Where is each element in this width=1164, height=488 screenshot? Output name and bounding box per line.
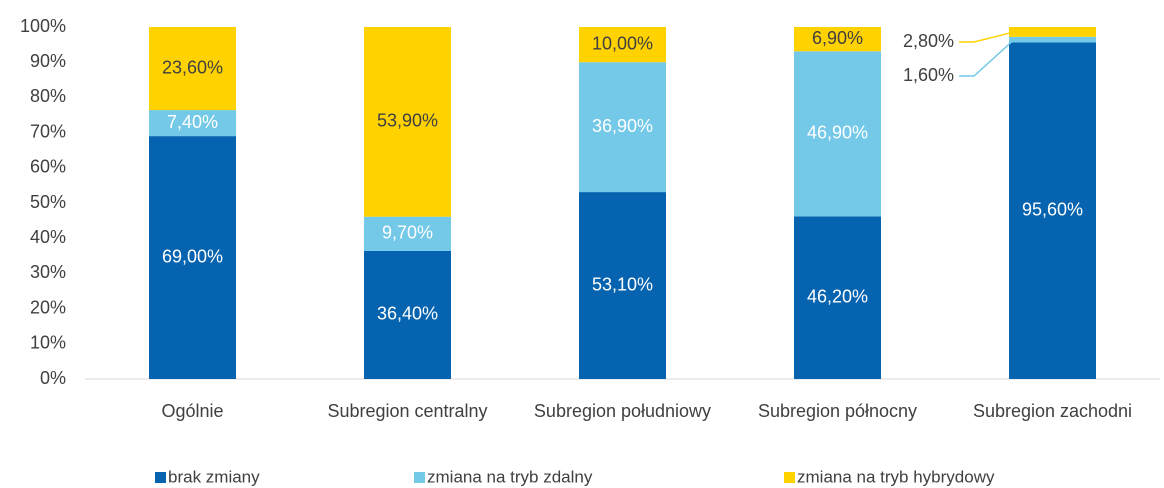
data-label: 9,70% bbox=[382, 223, 433, 243]
bar-segment bbox=[149, 110, 236, 137]
legend-swatch bbox=[155, 472, 166, 483]
data-label: 36,40% bbox=[377, 304, 438, 324]
data-label: 53,90% bbox=[377, 111, 438, 131]
bar-segment bbox=[149, 136, 236, 379]
y-tick-label: 30% bbox=[30, 262, 66, 282]
bar-segment bbox=[1009, 36, 1096, 43]
legend-label: zmiana na tryb hybrydowy bbox=[797, 467, 995, 486]
data-label: 6,90% bbox=[812, 28, 863, 48]
bar-segment bbox=[794, 27, 881, 52]
data-label: 23,60% bbox=[162, 57, 223, 77]
data-label: 46,20% bbox=[807, 286, 868, 306]
bar-segment bbox=[364, 27, 451, 217]
data-label: 53,10% bbox=[592, 274, 653, 294]
bar-segment bbox=[794, 216, 881, 379]
data-label: 36,90% bbox=[592, 116, 653, 136]
bar-segment bbox=[364, 216, 451, 251]
leader-line bbox=[959, 39, 1015, 77]
x-tick-label: Subregion północny bbox=[758, 401, 917, 421]
data-label: 95,60% bbox=[1022, 199, 1083, 219]
legend-label: brak zmiany bbox=[168, 467, 260, 486]
x-tick-label: Subregion centralny bbox=[327, 401, 487, 421]
x-tick-label: Subregion południowy bbox=[534, 401, 711, 421]
legend-label: zmiana na tryb zdalny bbox=[427, 467, 593, 486]
legend-swatch bbox=[784, 472, 795, 483]
bar-segment bbox=[579, 27, 666, 63]
y-tick-label: 10% bbox=[30, 333, 66, 353]
bar-segment bbox=[794, 51, 881, 217]
y-tick-label: 0% bbox=[40, 368, 66, 388]
data-label: 10,00% bbox=[592, 33, 653, 53]
data-label: 7,40% bbox=[167, 112, 218, 132]
x-tick-label: Subregion zachodni bbox=[973, 401, 1132, 421]
legend-swatch bbox=[414, 472, 425, 483]
bar-segment bbox=[1009, 27, 1096, 37]
bar-segment bbox=[149, 27, 236, 111]
data-label: 69,00% bbox=[162, 246, 223, 266]
x-tick-label: Ogólnie bbox=[161, 401, 223, 421]
data-label: 46,90% bbox=[807, 123, 868, 143]
y-tick-label: 20% bbox=[30, 297, 66, 317]
bar-segment bbox=[579, 192, 666, 379]
y-tick-label: 90% bbox=[30, 51, 66, 71]
data-label: 1,60% bbox=[903, 65, 954, 85]
y-tick-label: 40% bbox=[30, 227, 66, 247]
y-tick-label: 50% bbox=[30, 192, 66, 212]
y-tick-label: 100% bbox=[20, 16, 66, 36]
data-label: 2,80% bbox=[903, 31, 954, 51]
y-tick-label: 70% bbox=[30, 121, 66, 141]
bar-segment bbox=[364, 250, 451, 379]
y-tick-label: 80% bbox=[30, 86, 66, 106]
bar-segment bbox=[579, 62, 666, 193]
leader-line bbox=[959, 31, 1015, 43]
y-tick-label: 60% bbox=[30, 157, 66, 177]
bar-segment bbox=[1009, 42, 1096, 379]
